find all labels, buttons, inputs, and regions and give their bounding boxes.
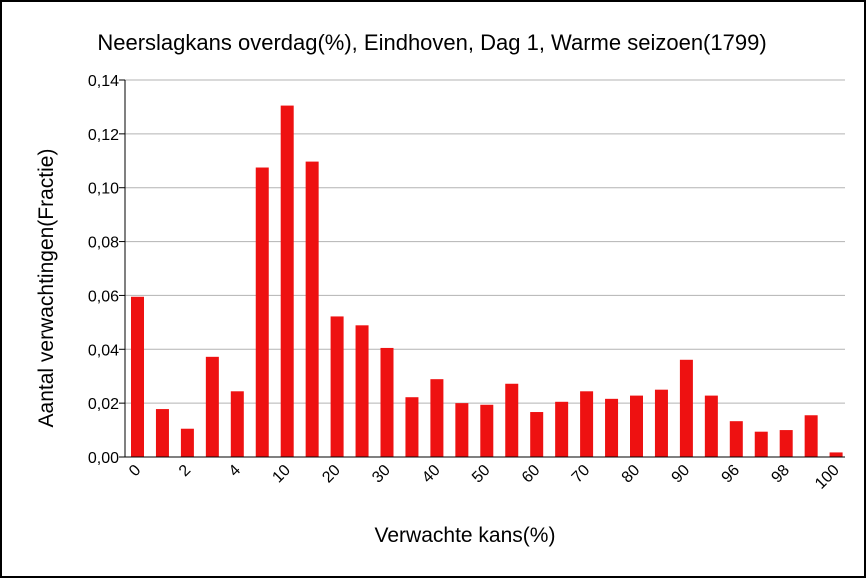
- y-tick-label: 0,10: [88, 181, 119, 198]
- y-axis-label: Aantal verwachtingen(Fractie): [35, 149, 58, 428]
- bar: [555, 401, 569, 457]
- bar: [255, 167, 269, 457]
- bar: [580, 391, 594, 457]
- y-tick-label: 0,12: [88, 127, 119, 144]
- chart-title: Neerslagkans overdag(%), Eindhoven, Dag …: [97, 30, 766, 55]
- bar: [280, 105, 294, 457]
- bar: [829, 452, 843, 457]
- bar: [330, 316, 344, 457]
- bar: [654, 389, 668, 457]
- bar: [729, 421, 743, 457]
- bar: [180, 428, 194, 457]
- x-tick-label: 70: [569, 462, 594, 487]
- x-tick-label: 30: [369, 462, 394, 487]
- bar: [455, 403, 469, 457]
- y-tick-label: 0,08: [88, 235, 119, 252]
- bar: [380, 347, 394, 457]
- x-tick-label: 4: [226, 462, 244, 480]
- bar: [205, 356, 219, 457]
- x-tick-labels: 0 2 4 10 20 30 40 50 60 70 80 90 96 98 100: [126, 462, 843, 493]
- bar: [480, 404, 494, 457]
- bar: [630, 395, 643, 457]
- x-tick-label: 40: [419, 462, 444, 487]
- bar: [779, 430, 793, 457]
- bar: [155, 409, 169, 457]
- x-tick-label: 90: [669, 462, 694, 487]
- y-tick-label: 0,06: [88, 288, 119, 305]
- axes: [119, 79, 845, 458]
- x-tick-label: 98: [768, 462, 793, 487]
- x-tick-label: 60: [519, 462, 544, 487]
- bar: [679, 359, 693, 457]
- bar: [704, 395, 718, 457]
- bar: [305, 161, 319, 457]
- y-tick-label: 0,02: [88, 396, 119, 413]
- bar: [505, 383, 519, 457]
- bar: [405, 397, 419, 457]
- x-tick-label: 100: [812, 462, 843, 493]
- bar: [430, 379, 444, 457]
- bar: [131, 296, 144, 457]
- bar: [355, 325, 369, 457]
- x-tick-label: 0: [126, 462, 144, 480]
- y-tick-label: 0,04: [88, 342, 119, 359]
- x-axis-label: Verwachte kans(%): [375, 524, 556, 547]
- bar: [605, 398, 619, 457]
- bar: [230, 391, 244, 457]
- x-tick-label: 20: [319, 462, 344, 487]
- x-tick-label: 10: [269, 462, 294, 487]
- bar: [530, 412, 544, 457]
- y-tick-labels: 0,00 0,02 0,04 0,06 0,08 0,10 0,12 0,14: [88, 73, 119, 467]
- x-tick-label: 50: [469, 462, 494, 487]
- bars: [131, 105, 843, 457]
- x-tick-label: 2: [176, 462, 194, 480]
- y-tick-label: 0,00: [88, 450, 119, 467]
- x-tick-label: 80: [619, 462, 644, 487]
- grid-lines: [125, 79, 845, 404]
- x-tick-label: 96: [719, 462, 744, 487]
- bar: [804, 415, 818, 457]
- y-tick-label: 0,14: [88, 73, 119, 90]
- bar: [754, 431, 768, 457]
